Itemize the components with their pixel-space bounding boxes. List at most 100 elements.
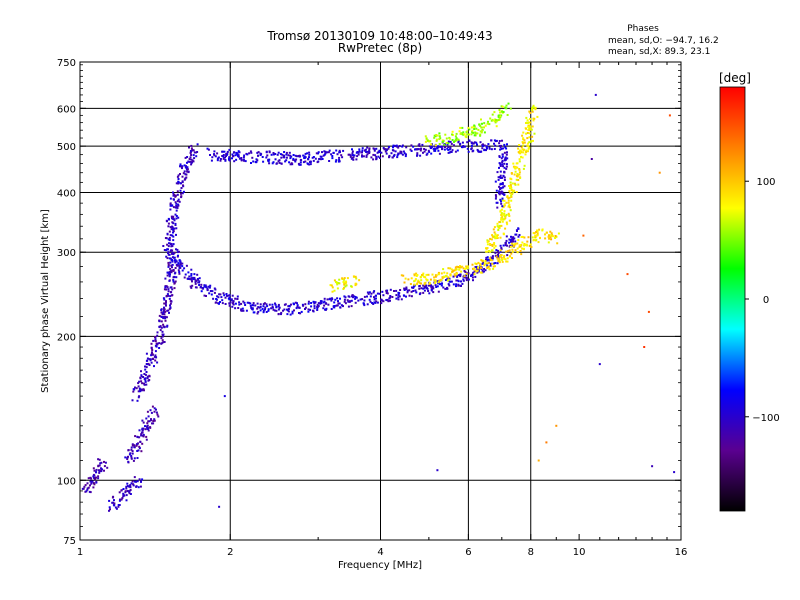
data-point xyxy=(93,476,95,479)
data-point xyxy=(168,253,171,256)
data-point xyxy=(308,163,311,166)
data-point xyxy=(462,279,465,282)
data-point xyxy=(261,307,264,310)
data-point xyxy=(178,200,181,203)
data-point xyxy=(427,290,430,292)
data-point xyxy=(503,210,506,213)
data-point xyxy=(486,147,488,150)
data-point xyxy=(126,490,129,492)
data-point xyxy=(134,386,136,389)
data-point xyxy=(528,244,531,247)
data-point xyxy=(522,144,525,147)
data-point xyxy=(528,146,531,149)
data-point xyxy=(503,166,506,169)
data-point xyxy=(191,159,194,162)
data-point xyxy=(89,476,92,479)
data-point xyxy=(510,194,513,197)
data-point xyxy=(167,225,170,228)
data-point xyxy=(457,274,460,277)
data-point xyxy=(495,255,498,258)
data-point xyxy=(517,235,520,238)
data-point xyxy=(244,160,247,163)
data-point xyxy=(440,284,443,287)
data-point xyxy=(413,283,416,286)
data-point xyxy=(173,256,176,259)
data-point xyxy=(528,129,531,132)
data-point xyxy=(322,307,325,310)
data-point xyxy=(310,305,313,308)
data-point xyxy=(478,123,481,126)
data-point xyxy=(145,352,148,355)
data-point xyxy=(505,165,508,168)
data-point xyxy=(154,350,157,353)
data-point xyxy=(334,298,337,301)
data-point xyxy=(436,285,439,288)
data-point xyxy=(381,155,384,158)
data-point xyxy=(525,116,528,119)
data-point xyxy=(544,237,547,240)
data-point xyxy=(496,171,499,174)
data-point xyxy=(231,294,234,297)
data-point xyxy=(454,274,457,277)
data-point xyxy=(499,176,501,179)
data-point xyxy=(429,147,432,150)
data-point xyxy=(146,422,149,425)
data-point xyxy=(491,243,494,246)
data-point xyxy=(382,147,385,149)
y-tick-label: 75 xyxy=(63,536,76,547)
data-point xyxy=(309,308,312,311)
data-point xyxy=(131,480,134,483)
data-point xyxy=(530,246,533,248)
data-point xyxy=(256,151,259,154)
data-point xyxy=(486,122,489,125)
data-point xyxy=(138,395,141,398)
data-point xyxy=(491,257,494,260)
data-point xyxy=(344,302,347,305)
data-point xyxy=(186,170,189,173)
data-point xyxy=(97,465,100,468)
data-point xyxy=(395,297,398,300)
data-point xyxy=(152,420,155,423)
data-point xyxy=(423,275,425,278)
data-point xyxy=(483,270,485,273)
data-point xyxy=(518,234,521,236)
data-point xyxy=(507,201,510,204)
data-point xyxy=(488,146,491,149)
data-point xyxy=(501,220,504,223)
data-point xyxy=(522,131,525,134)
data-point xyxy=(437,145,440,148)
data-point xyxy=(410,144,413,147)
data-point xyxy=(423,289,426,292)
data-point xyxy=(150,419,153,422)
data-point xyxy=(99,469,102,472)
data-point xyxy=(374,297,377,300)
data-point xyxy=(428,145,431,148)
data-point xyxy=(250,151,253,154)
data-point xyxy=(474,266,477,269)
data-point xyxy=(361,149,364,152)
colorbar-tick-label: −100 xyxy=(752,413,779,424)
data-point xyxy=(508,206,511,209)
data-point xyxy=(280,162,283,165)
data-point xyxy=(288,161,291,164)
data-point xyxy=(240,159,243,162)
data-point xyxy=(173,251,176,254)
data-point xyxy=(533,117,536,120)
data-point xyxy=(124,491,127,494)
data-point xyxy=(319,302,322,305)
data-point xyxy=(132,459,135,462)
data-point xyxy=(504,242,507,245)
data-point xyxy=(187,171,190,174)
data-point xyxy=(509,183,512,186)
data-point xyxy=(454,150,457,153)
data-point xyxy=(151,422,153,425)
data-point xyxy=(405,146,408,149)
data-point xyxy=(520,253,523,256)
data-point xyxy=(453,144,455,147)
data-point xyxy=(387,300,390,303)
data-point xyxy=(177,269,180,272)
data-point xyxy=(160,309,163,311)
data-point xyxy=(393,290,395,292)
data-point xyxy=(145,359,148,362)
data-point xyxy=(448,284,451,287)
